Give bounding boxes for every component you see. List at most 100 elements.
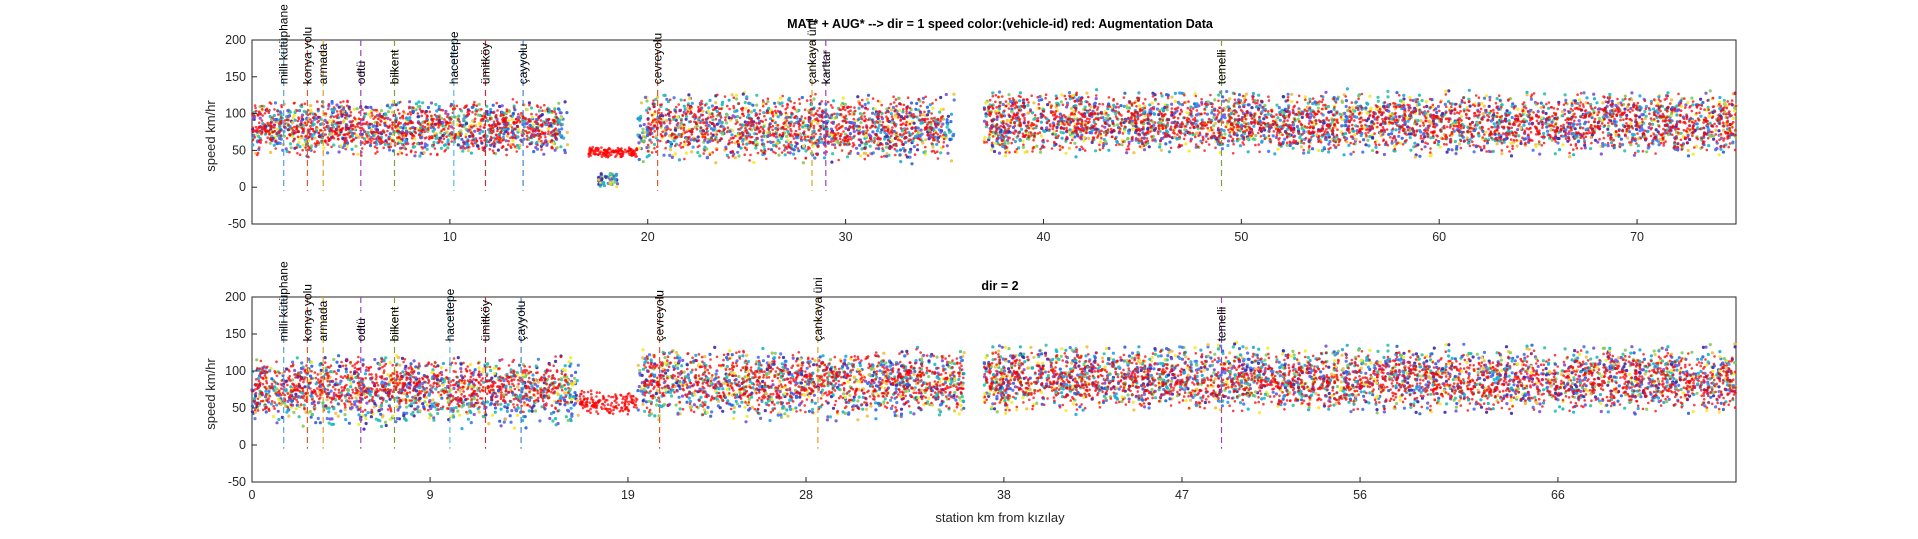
vehicle-point xyxy=(857,106,861,110)
augmentation-point xyxy=(544,135,547,139)
vehicle-point xyxy=(778,96,783,100)
augmentation-point xyxy=(507,143,510,146)
augmentation-point xyxy=(274,147,278,150)
vehicle-point xyxy=(1116,123,1120,127)
vehicle-point xyxy=(1516,128,1520,132)
vehicle-point xyxy=(600,177,604,181)
vehicle-point xyxy=(1361,150,1365,154)
augmentation-point xyxy=(530,142,533,146)
vehicle-point xyxy=(1366,138,1370,142)
vehicle-point xyxy=(750,110,754,114)
vehicle-point xyxy=(1543,92,1547,96)
augmentation-point xyxy=(488,118,492,121)
vehicle-point xyxy=(1246,103,1250,107)
augmentation-point xyxy=(537,115,540,119)
vehicle-point xyxy=(1160,94,1164,98)
augmentation-point xyxy=(499,131,503,134)
vehicle-point xyxy=(721,132,725,136)
augmentation-point xyxy=(452,127,455,130)
vehicle-point xyxy=(698,154,702,158)
vehicle-point xyxy=(1170,102,1174,106)
vehicle-point xyxy=(1717,129,1721,133)
vehicle-point xyxy=(901,110,905,114)
vehicle-point xyxy=(553,148,557,152)
vehicle-point xyxy=(423,145,427,149)
vehicle-point xyxy=(891,105,896,110)
vehicle-point xyxy=(691,145,695,149)
vehicle-point xyxy=(931,145,935,149)
vehicle-point xyxy=(1484,94,1489,98)
vehicle-point xyxy=(867,133,871,137)
vehicle-point xyxy=(507,109,511,114)
augmentation-point xyxy=(518,120,522,124)
vehicle-point xyxy=(877,147,881,151)
vehicle-point xyxy=(1408,136,1412,140)
vehicle-point xyxy=(1308,97,1312,101)
augmentation-point xyxy=(401,131,405,135)
vehicle-point xyxy=(747,101,751,105)
vehicle-point xyxy=(1273,152,1277,156)
vehicle-point xyxy=(786,138,790,142)
augmentation-point xyxy=(287,128,290,131)
vehicle-point xyxy=(1119,104,1123,108)
augmentation-point xyxy=(540,124,544,127)
vehicle-point xyxy=(662,153,666,157)
vehicle-point xyxy=(1349,152,1353,156)
vehicle-point xyxy=(687,93,691,97)
vehicle-point xyxy=(777,153,781,157)
vehicle-point xyxy=(741,137,745,141)
vehicle-point xyxy=(1212,124,1216,128)
vehicle-point xyxy=(1167,150,1171,154)
vehicle-point xyxy=(386,110,390,114)
augmentation-point xyxy=(380,130,383,134)
augmentation-point xyxy=(550,139,554,143)
vehicle-point xyxy=(868,144,872,148)
vehicle-point xyxy=(645,146,649,150)
vehicle-point xyxy=(1220,147,1224,151)
vehicle-point xyxy=(1039,120,1043,124)
augmentation-point xyxy=(316,139,319,143)
vehicle-point xyxy=(477,102,481,106)
vehicle-point xyxy=(1495,96,1499,101)
vehicle-point xyxy=(1721,150,1725,154)
vehicle-point xyxy=(693,125,697,129)
augmentation-point xyxy=(448,124,451,128)
vehicle-point xyxy=(737,154,741,158)
vehicle-point xyxy=(1509,141,1513,145)
augmentation-point xyxy=(389,145,393,149)
vehicle-point xyxy=(330,101,334,105)
vehicle-point xyxy=(1005,118,1010,122)
augmentation-point xyxy=(406,112,410,116)
vehicle-point xyxy=(690,150,694,154)
vehicle-point xyxy=(948,137,952,141)
vehicle-point xyxy=(560,127,564,131)
vehicle-point xyxy=(866,93,871,97)
augmentation-point xyxy=(510,131,513,134)
augmentation-point xyxy=(410,149,413,152)
augmentation-point xyxy=(432,143,436,147)
augmentation-point xyxy=(378,114,382,117)
augmentation-point xyxy=(471,135,475,138)
vehicle-point xyxy=(1723,101,1727,105)
augmentation-point xyxy=(365,135,369,138)
vehicle-point xyxy=(821,124,825,128)
vehicle-point xyxy=(1563,93,1567,97)
vehicle-point xyxy=(291,134,295,138)
vehicle-point xyxy=(1382,152,1386,157)
vehicle-point xyxy=(1089,105,1093,109)
augmentation-point xyxy=(377,131,380,135)
vehicle-point xyxy=(1539,106,1543,110)
vehicle-point xyxy=(812,97,816,101)
vehicle-point xyxy=(652,142,657,147)
vehicle-point xyxy=(1492,122,1496,126)
augmentation-point xyxy=(404,147,408,151)
vehicle-point xyxy=(736,114,740,119)
augmentation-point xyxy=(464,105,467,108)
augmentation-point xyxy=(293,137,296,141)
vehicle-point xyxy=(278,141,282,145)
augmentation-point xyxy=(547,130,550,133)
vehicle-point xyxy=(646,133,650,138)
vehicle-point xyxy=(1355,115,1359,119)
vehicle-point xyxy=(1173,99,1177,103)
augmentation-point xyxy=(279,116,283,119)
